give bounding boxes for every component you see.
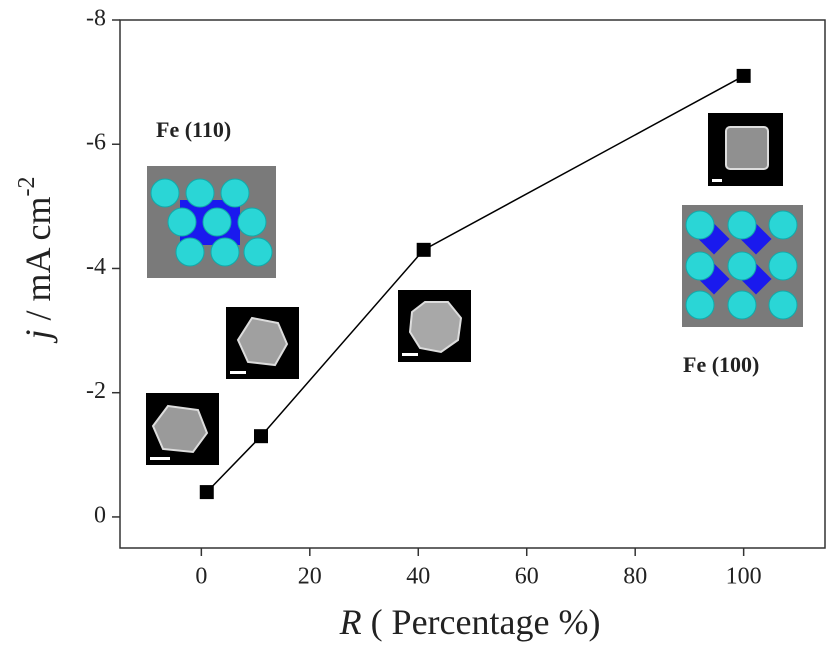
y-axis-text: / mA cm (18, 196, 58, 329)
data-point (737, 69, 751, 83)
x-tick-label: 100 (726, 564, 762, 590)
annotation: Fe (100) (683, 352, 759, 377)
y-tick-label: -2 (86, 378, 106, 404)
annotation: Fe (110) (156, 117, 231, 142)
x-tick-label: 20 (298, 564, 322, 590)
sem-image (226, 307, 299, 379)
y-axis-title: j / mA cm-2 (14, 176, 59, 343)
lattice-110-image (147, 166, 276, 278)
sem-image (146, 393, 219, 465)
x-axis-var: R (339, 602, 362, 642)
sem-image (708, 113, 783, 186)
y-tick-label: -4 (86, 254, 106, 280)
x-tick-label: 40 (406, 564, 430, 590)
x-tick-label: 0 (195, 564, 207, 590)
x-tick-label: 60 (515, 564, 539, 590)
y-tick-label: 0 (94, 502, 106, 528)
data-point (200, 485, 214, 499)
x-tick-label: 80 (623, 564, 647, 590)
data-line (207, 76, 744, 492)
lattice-100-image (682, 205, 803, 327)
y-axis-exponent: -2 (14, 176, 40, 196)
y-axis-var: j (18, 329, 58, 343)
data-point (254, 429, 268, 443)
chart: Fe (110) Fe (100) R ( Percentage %) j / … (0, 0, 827, 645)
page: Fe (110) Fe (100) R ( Percentage %) j / … (0, 0, 827, 650)
data-point (417, 243, 431, 257)
x-axis-text: ( Percentage %) (362, 602, 601, 642)
x-axis-title: R ( Percentage %) (339, 602, 601, 642)
y-tick-label: -8 (86, 6, 106, 32)
y-tick-label: -6 (86, 130, 106, 156)
sem-image (398, 290, 471, 362)
